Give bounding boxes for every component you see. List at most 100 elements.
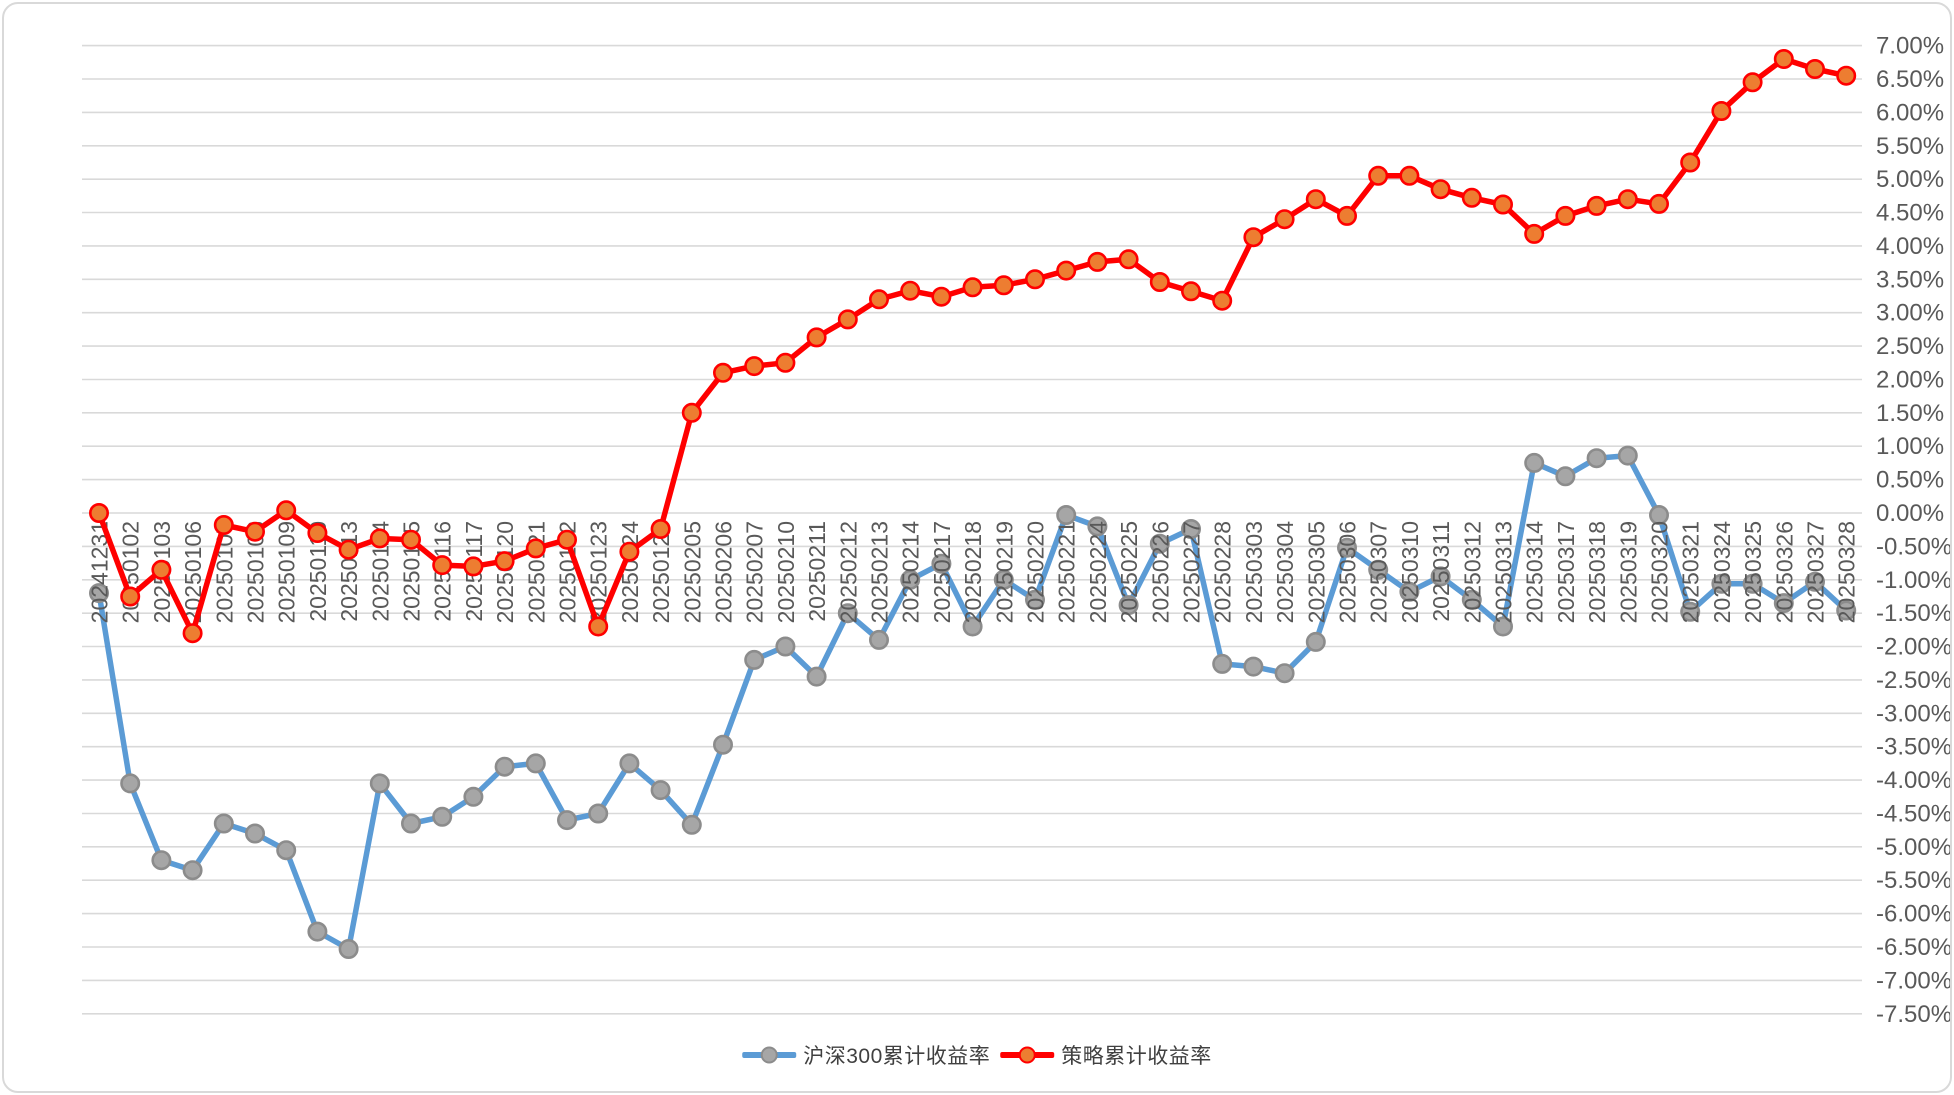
x-axis-tick-label: 20250225 [1116,521,1142,623]
y-axis-tick-label: 6.00% [1876,99,1944,126]
csi300-marker [245,823,266,844]
y-axis-tick-label: -2.50% [1876,667,1952,694]
y-axis-tick-label: 6.50% [1876,66,1944,93]
strategy-marker [900,280,921,301]
strategy-marker [619,541,640,562]
csi300-marker [1617,445,1638,466]
x-axis-tick-label: 20250226 [1147,521,1173,623]
y-axis-tick-label: -5.00% [1876,834,1952,861]
y-axis-tick-label: -1.00% [1876,567,1952,594]
y-axis-tick-label: 3.00% [1876,300,1944,327]
csi300-marker [619,753,640,774]
csi300-marker [1430,566,1451,587]
x-axis-tick-label: 20250107 [211,521,237,623]
x-axis-tick-label: 20250312 [1459,521,1485,623]
csi300-marker [1337,537,1358,558]
strategy-marker [775,352,796,373]
csi300-marker [1680,601,1701,622]
strategy-marker [182,623,203,644]
strategy-marker [1773,48,1794,69]
strategy-marker [681,402,702,423]
csi300-marker [556,810,577,831]
x-axis-tick-label: 20250206 [711,521,737,623]
csi300-marker [307,921,328,942]
y-axis-tick-label: -4.50% [1876,801,1952,828]
csi300-marker [369,773,390,794]
y-axis-tick-label: 7.00% [1876,33,1944,60]
strategy-marker [463,556,484,577]
x-axis-tick-label: 20250212 [835,521,861,623]
csi300-marker [1212,653,1233,674]
strategy-marker [432,555,453,576]
strategy-series [89,48,1857,644]
strategy-marker [369,528,390,549]
y-axis-tick-label: -4.00% [1876,767,1952,794]
x-axis-tick-label: 20250325 [1740,521,1766,623]
csi300-marker [1836,600,1857,621]
strategy-marker [1805,58,1826,79]
strategy-marker [1586,195,1607,216]
strategy-marker [1617,189,1638,210]
x-axis-tick-label: 20250319 [1615,521,1641,623]
csi300-marker [1586,448,1607,469]
y-axis-tick-label: 1.00% [1876,433,1944,460]
csi300-marker [120,773,141,794]
y-axis-tick-label: 2.50% [1876,333,1944,360]
csi300-marker [806,666,827,687]
csi300-marker [1056,504,1077,525]
y-axis-tick-label: 0.00% [1876,500,1944,527]
strategy-marker [213,514,234,535]
strategy-marker [1555,205,1576,226]
csi300-marker [712,734,733,755]
strategy-legend-line-swatch [1000,1046,1055,1064]
strategy-marker [1337,205,1358,226]
csi300-marker [1087,516,1108,537]
x-axis-tick-label: 20250121 [523,521,549,623]
csi300-marker [1274,663,1295,684]
strategy-marker [1243,227,1264,248]
strategy-marker [837,309,858,330]
strategy-marker [151,559,172,580]
x-axis-tick-label: 20250220 [1023,521,1049,623]
csi300-marker [1742,573,1763,594]
x-axis-tick-label: 20250207 [742,521,768,623]
strategy-marker [120,586,141,607]
csi300-marker [837,603,858,624]
strategy-marker [868,289,889,310]
strategy-marker [931,286,952,307]
cumulative-return-chart: 7.00% 6.50% 6.00% 5.50% 5.00% 4.50% 4.00% 3.50%… [82,33,1952,1028]
x-axis-tick-label: 20250211 [804,521,830,622]
csi300-marker [1711,573,1732,594]
csi300-marker [1773,593,1794,614]
y-axis-tick-label: 5.00% [1876,166,1944,193]
x-axis-tick-label: 20250324 [1709,521,1735,624]
csi300-marker [1024,589,1045,610]
x-axis-tick-label: 20250306 [1335,521,1361,623]
legend: 沪深300累计收益率 策略累计收益率 [742,1040,1212,1070]
strategy-marker [89,502,110,523]
strategy-marker [338,539,359,560]
x-axis-tick-label: 20250221 [1054,521,1080,623]
csi300-marker [650,780,671,801]
strategy-marker [494,551,515,572]
csi300-marker [432,806,453,827]
strategy-marker [1836,65,1857,86]
strategy-marker [993,275,1014,296]
y-axis-tick-label: 4.00% [1876,233,1944,260]
strategy-marker [712,362,733,383]
csi300-marker [1493,616,1514,637]
strategy-marker [1212,290,1233,311]
x-axis-tick-label: 20250224 [1085,521,1111,624]
csi300-marker [276,840,297,861]
x-axis-tick-label: 20250227 [1179,521,1205,623]
y-axis-tick-label: 2.00% [1876,367,1944,394]
x-axis-tick-label: 20250311 [1428,521,1454,622]
x-axis-tick-label: 20250205 [679,521,705,623]
x-axis-tick-label: 20250320 [1647,521,1673,623]
strategy-marker [1649,193,1670,214]
csi300-marker [962,616,983,637]
x-axis-tick-label: 20250113 [336,521,362,622]
csi300-marker [400,813,421,834]
csi300-marker [868,629,889,650]
y-axis-tick-label: -7.50% [1876,1001,1952,1028]
